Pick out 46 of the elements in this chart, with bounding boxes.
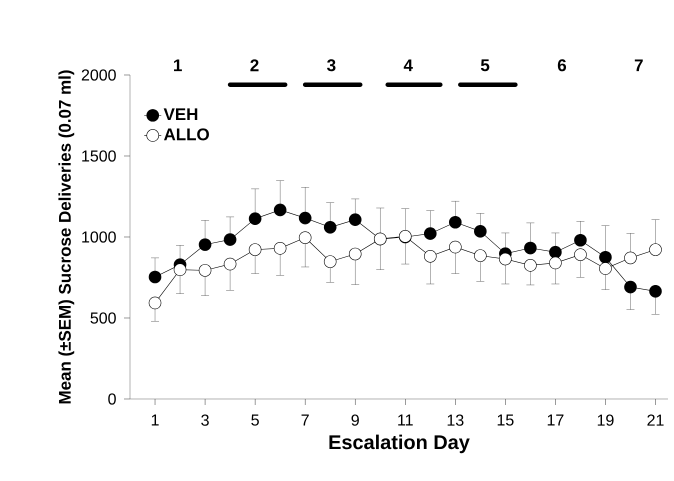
- x-tick-label: 15: [498, 414, 514, 426]
- text: 4: [404, 59, 413, 72]
- text: 6: [558, 59, 566, 72]
- point: [474, 225, 487, 238]
- x-tick-label: 1: [152, 414, 159, 426]
- x-tick-label: 9: [352, 414, 359, 426]
- point: [524, 242, 537, 254]
- x-tick-label: 5: [251, 414, 259, 426]
- x-tick-label: 21: [647, 414, 664, 426]
- point: [449, 216, 462, 229]
- point: [348, 213, 362, 226]
- point: [224, 233, 236, 246]
- text: 5: [480, 59, 490, 72]
- text: 3: [327, 59, 336, 72]
- point: [274, 204, 286, 216]
- point: [549, 246, 562, 259]
- point: [599, 250, 612, 264]
- x-tick-label: 7: [302, 414, 309, 426]
- x-tick-label: 13: [448, 414, 464, 426]
- point: [148, 270, 162, 284]
- y-tick-label: 0: [108, 393, 116, 405]
- x-axis-title: Escalation Day: [329, 434, 470, 454]
- y-tick-label: 500: [90, 312, 116, 324]
- point: [574, 234, 587, 247]
- y-tick-label: 2000: [82, 69, 116, 81]
- y-axis-title: Mean (±SEM) Sucrose Deliveries (0.07 ml): [58, 70, 74, 404]
- x-tick-label: 19: [598, 414, 614, 426]
- y-tick-label: 1000: [82, 231, 116, 243]
- point: [649, 284, 662, 298]
- point: [499, 252, 512, 266]
- text: 2: [250, 59, 259, 72]
- y-tick-label: 1500: [82, 150, 116, 162]
- point: [248, 212, 262, 225]
- point: [198, 238, 212, 251]
- legend-label: VEH: [164, 108, 198, 120]
- x-tick-label: 3: [201, 414, 209, 426]
- point: [324, 220, 336, 234]
- x-tick-label: 11: [398, 414, 413, 426]
- legend-label: ALLO: [164, 128, 209, 140]
- x-tick-label: 17: [548, 414, 564, 426]
- text: 7: [634, 59, 643, 72]
- text: 1: [174, 59, 182, 72]
- point: [298, 212, 312, 224]
- point: [624, 280, 637, 294]
- point: [424, 227, 437, 240]
- point: [174, 263, 186, 276]
